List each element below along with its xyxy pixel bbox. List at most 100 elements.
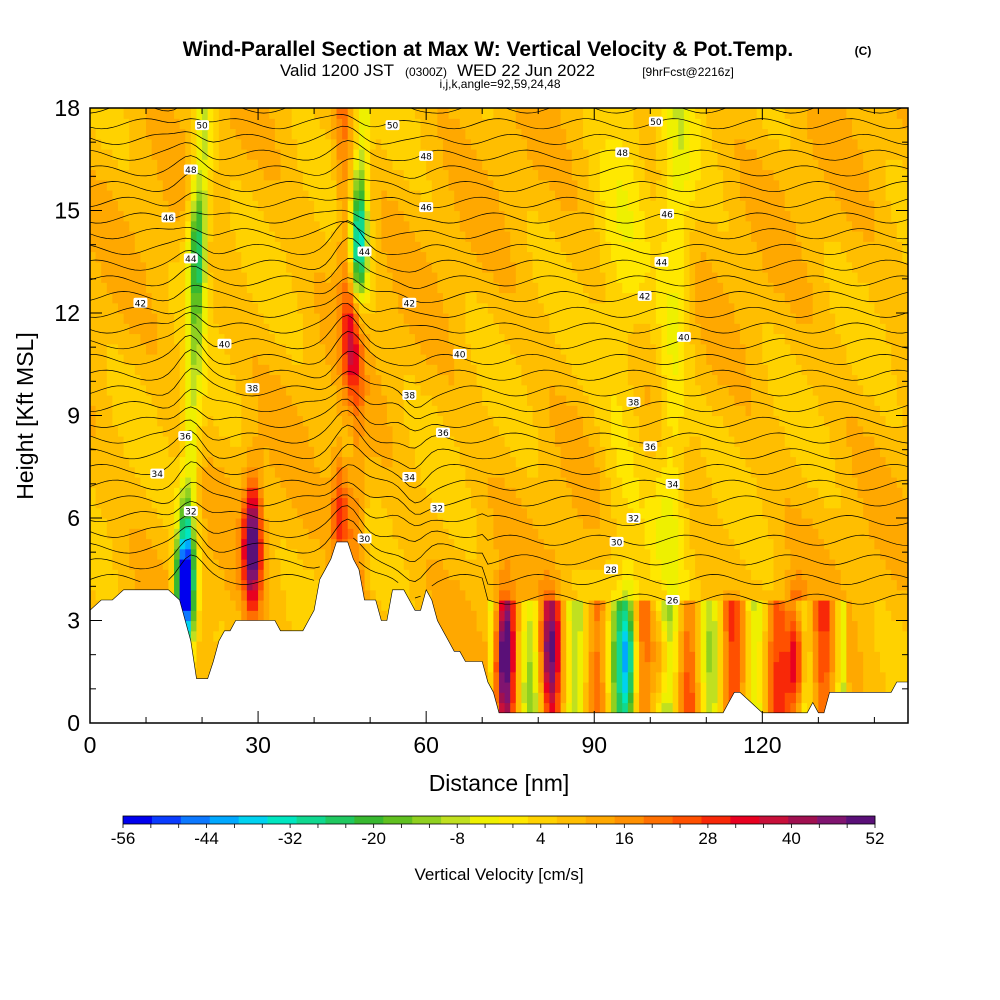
colorbar-bin	[238, 816, 268, 824]
theta-contour-label: 32	[432, 504, 443, 514]
theta-contour-label: 34	[152, 470, 164, 480]
colorbar-tick-label: -44	[194, 829, 219, 848]
colorbar-bin	[412, 816, 442, 824]
colorbar-bin	[123, 816, 153, 824]
theta-contour-label: 26	[667, 597, 679, 607]
y-tick-label: 12	[54, 300, 80, 326]
theta-contour-label: 46	[420, 204, 432, 214]
theta-contour-label: 46	[661, 210, 673, 220]
chart-subtitle-valid: Valid 1200 JST	[280, 61, 394, 80]
theta-contour-label: 42	[404, 299, 415, 309]
colorbar-bin	[643, 816, 673, 824]
colorbar-bin	[209, 816, 239, 824]
colorbar-tick-label: 16	[615, 829, 634, 848]
theta-contour-label: 42	[639, 292, 650, 302]
chart-subtitle-zulu: (0300Z)	[405, 65, 447, 79]
colorbar-bin	[354, 816, 384, 824]
x-axis-label: Distance [nm]	[429, 770, 570, 796]
y-tick-label: 3	[67, 608, 80, 634]
y-tick-label: 9	[67, 403, 80, 429]
theta-contour-labels: 50 50 50 48 48 48 46 46 46 44 44 44 42 42 42 40 40 40 38 38…	[133, 116, 691, 607]
theta-contour-label: 32	[628, 515, 639, 525]
colorbar-tick-label: 28	[698, 829, 717, 848]
velocity-field	[90, 108, 908, 723]
theta-contour-label: 48	[185, 166, 197, 176]
colorbar-bin	[151, 816, 182, 824]
theta-contours	[90, 108, 908, 605]
colorbar-bin	[527, 816, 558, 824]
theta-contour-label: 38	[247, 385, 259, 395]
colorbar-bin	[759, 816, 789, 824]
x-tick-label: 30	[245, 732, 271, 758]
theta-contour-label: 38	[628, 398, 640, 408]
chart-subtitle-forecast: [9hrFcst@2216z]	[642, 65, 734, 79]
colorbar-bin	[817, 816, 847, 824]
colorbar-bin	[441, 816, 471, 824]
theta-contour-label: 46	[163, 214, 175, 224]
theta-contour-label: 34	[404, 474, 416, 484]
y-tick-label: 18	[54, 95, 80, 121]
colorbar-bin	[730, 816, 760, 824]
y-axis-label: Height [Kft MSL]	[12, 332, 38, 499]
colorbar: -56 -44 -32 -20 -8 4 16 28 40 52	[111, 815, 885, 848]
colorbar-bin	[846, 816, 876, 824]
theta-contour-label: 32	[185, 508, 196, 518]
theta-contour-label: 40	[219, 340, 231, 350]
theta-contour-label: 28	[605, 566, 617, 576]
colorbar-tick-label: 40	[782, 829, 801, 848]
x-tick-label: 90	[581, 732, 607, 758]
colorbar-bin	[701, 816, 731, 824]
colorbar-bin	[556, 816, 587, 824]
theta-contour-label: 36	[645, 443, 657, 453]
x-axis: 0 30 60 90 120	[84, 108, 875, 758]
terrain-mask	[90, 541, 908, 723]
theta-contour-label: 42	[135, 299, 146, 309]
colorbar-tick-label: -56	[111, 829, 136, 848]
colorbar-tick-label: 4	[536, 829, 545, 848]
y-tick-label: 15	[54, 198, 80, 224]
theta-contour-label: 50	[387, 122, 399, 132]
colorbar-bin	[267, 816, 297, 824]
theta-contour-label: 40	[454, 351, 466, 361]
colorbar-tick-label: -20	[361, 829, 386, 848]
theta-contour-label: 50	[196, 122, 208, 132]
colorbar-bin	[180, 816, 211, 824]
theta-contour-label: 48	[617, 149, 629, 159]
colorbar-bin	[672, 816, 702, 824]
colorbar-tick-label: -8	[450, 829, 465, 848]
colorbar-label: Vertical Velocity [cm/s]	[414, 865, 583, 884]
x-tick-label: 0	[84, 732, 97, 758]
colorbar-bin	[788, 816, 818, 824]
colorbar-bin	[470, 816, 500, 824]
chart-title: Wind-Parallel Section at Max W: Vertical…	[183, 38, 794, 61]
colorbar-bin	[383, 816, 413, 824]
theta-contour-label: 44	[359, 248, 371, 258]
x-tick-label: 120	[743, 732, 781, 758]
terrain-fill	[90, 541, 908, 723]
colorbar-tick-label: -32	[278, 829, 303, 848]
colorbar-bin	[614, 816, 644, 824]
theta-contour-label: 30	[359, 535, 371, 545]
colorbar-bin	[499, 816, 529, 824]
chart-title-tag: (C)	[855, 44, 872, 58]
x-tick-label: 60	[413, 732, 439, 758]
theta-contour-label: 40	[678, 333, 690, 343]
colorbar-bin	[325, 816, 355, 824]
theta-contour-label: 36	[180, 433, 192, 443]
colorbar-bin	[296, 816, 326, 824]
theta-contour-label: 50	[650, 118, 662, 128]
chart-subtitle-date: WED 22 Jun 2022	[457, 61, 595, 80]
y-tick-label: 6	[67, 505, 80, 531]
theta-contour-label: 44	[656, 258, 668, 268]
theta-contour-label: 44	[185, 255, 197, 265]
theta-contour-label: 30	[611, 538, 623, 548]
theta-contour-label: 48	[420, 152, 432, 162]
theta-contour-label: 36	[437, 429, 449, 439]
colorbar-tick-label: 52	[866, 829, 885, 848]
theta-contour-label: 38	[404, 392, 416, 402]
y-tick-label: 0	[67, 710, 80, 736]
theta-contour-label: 34	[667, 480, 679, 490]
chart-subtitle-indices: i,j,k,angle=92,59,24,48	[439, 77, 560, 91]
